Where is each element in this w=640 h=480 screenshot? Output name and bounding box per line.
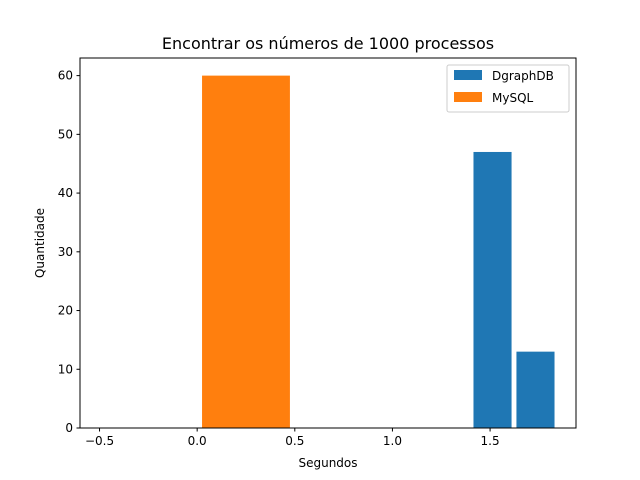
- legend: DgraphDB MySQL: [446, 64, 570, 113]
- legend-swatch-dgraphdb: [454, 70, 482, 80]
- y-tick-label: 20: [58, 304, 73, 318]
- legend-swatch-mysql: [454, 92, 482, 102]
- y-tick-label: 40: [58, 186, 73, 200]
- y-tick-label: 0: [65, 421, 73, 435]
- x-tick-label: 0.0: [188, 434, 207, 448]
- bar-dgraphdb-2: [516, 351, 555, 428]
- y-axis-ticks: 0 10 20 30 40 50 60: [58, 69, 80, 435]
- bar-dgraphdb-1: [473, 151, 512, 428]
- bar-mysql-1: [202, 75, 290, 428]
- y-tick-label: 30: [58, 245, 73, 259]
- x-axis-ticks: −0.5 0.0 0.5 1.0 1.5: [85, 428, 500, 448]
- x-axis-label: Segundos: [298, 456, 357, 470]
- bars-layer: [202, 75, 555, 428]
- y-tick-label: 60: [58, 69, 73, 83]
- legend-label-mysql: MySQL: [492, 91, 534, 105]
- chart-title: Encontrar os números de 1000 processos: [162, 34, 494, 53]
- x-tick-label: 1.0: [383, 434, 402, 448]
- x-tick-label: 0.5: [285, 434, 304, 448]
- legend-label-dgraphdb: DgraphDB: [492, 69, 554, 83]
- x-tick-label: −0.5: [85, 434, 114, 448]
- x-tick-label: 1.5: [481, 434, 500, 448]
- plot-frame: [79, 57, 577, 429]
- y-tick-label: 10: [58, 362, 73, 376]
- y-axis-label: Quantidade: [33, 208, 47, 278]
- y-tick-label: 50: [58, 127, 73, 141]
